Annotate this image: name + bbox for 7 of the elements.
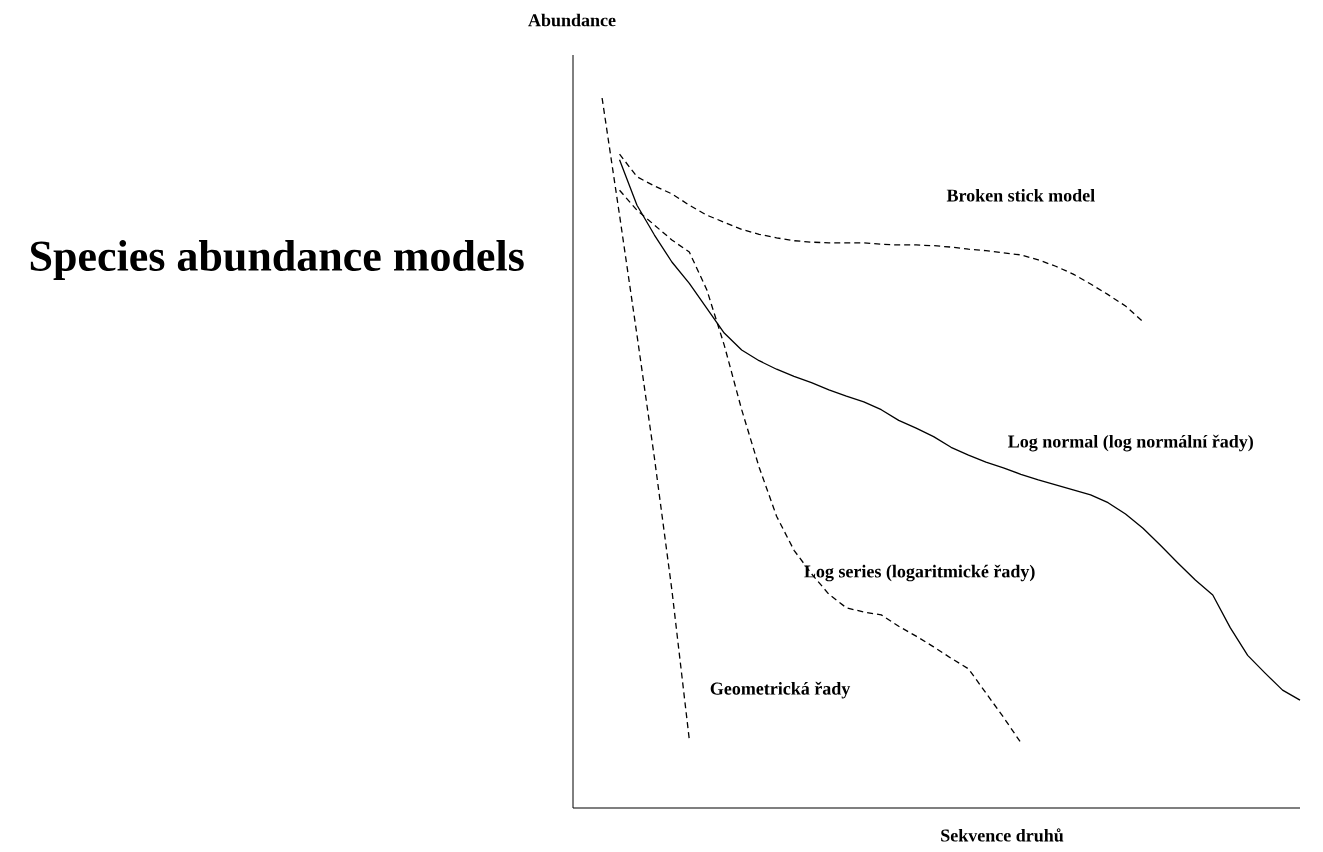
series-label: Geometrická řady — [710, 681, 851, 699]
text: Species abundance models — [30, 240, 524, 280]
y-axis-title: Abundance — [528, 13, 616, 27]
x-axis-title: Sekvence druhů — [941, 828, 1064, 842]
text: Broken stick model — [946, 188, 1095, 202]
series-label: Log series (logaritmické řady) — [804, 564, 1035, 582]
series-label: Log normal (log normální řady) — [1008, 434, 1253, 452]
